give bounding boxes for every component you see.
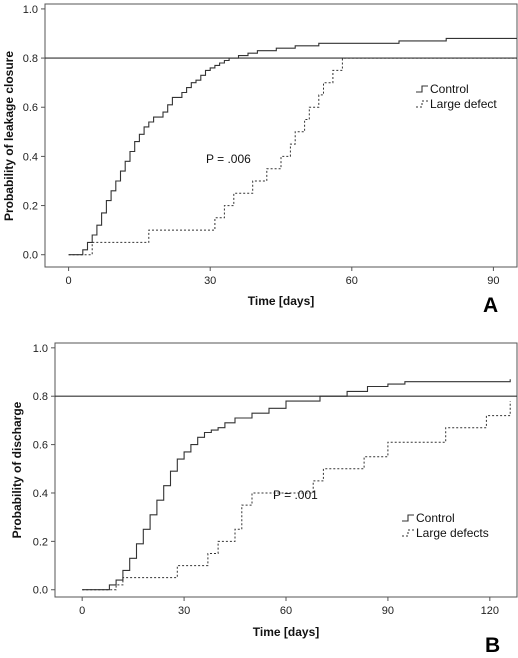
panel-a-x-tick-label: 30 — [204, 275, 216, 287]
panel-a-legend-symbol-large-defect — [416, 100, 428, 108]
panel-a-y-tick-label: 1.0 — [23, 4, 38, 16]
panel-a-legend-label-control: Control — [430, 82, 469, 96]
panel-a-series-control — [68, 37, 517, 256]
panel-a-y-tick-label: 0.0 — [23, 250, 38, 262]
panel-b-x-tick-label: 120 — [481, 605, 499, 617]
panel-b-legend-symbol-large-defects — [402, 529, 414, 537]
panel-b-x-tick-label: 60 — [280, 605, 292, 617]
panel-a-label: A — [483, 294, 498, 317]
panel-a-y-tick-label: 0.6 — [23, 102, 38, 114]
panel-b-y-tick-label: 1.0 — [33, 343, 48, 355]
panel-b-annotation: P = .001 — [273, 488, 318, 502]
panel-a-legend: Control Large defect — [416, 82, 497, 111]
panel-b-y-tick-label: 0.6 — [33, 440, 48, 452]
panel-a-x-axis: 0 30 60 90 — [66, 267, 500, 287]
panel-a-plot-frame — [44, 3, 518, 268]
panel-b-legend: Control Large defects — [402, 511, 489, 540]
panel-a-annotation: P = .006 — [206, 152, 251, 166]
panel-a-y-axis: 0.0 0.2 0.4 0.6 0.8 1.0 — [23, 4, 45, 262]
panel-a-x-axis-label: Time [days] — [248, 294, 314, 308]
panel-a-y-tick-label: 0.8 — [23, 53, 38, 65]
panel-b-y-tick-label: 0.8 — [33, 391, 48, 403]
panel-a-legend-label-large-defect: Large defect — [430, 97, 497, 111]
panel-a-y-tick-label: 0.4 — [23, 151, 38, 163]
panel-b-legend-label-large-defects: Large defects — [416, 526, 489, 540]
panel-b-legend-label-control: Control — [416, 511, 455, 525]
panel-b-label: B — [485, 634, 500, 657]
panel-b-y-axis: 0.0 0.2 0.4 0.6 0.8 1.0 — [33, 343, 55, 597]
panel-a-x-tick-label: 0 — [66, 275, 72, 287]
panel-b-y-tick-label: 0.4 — [33, 488, 48, 500]
panel-b-x-axis: 0 30 60 90 120 — [79, 597, 499, 617]
panel-b-series-large-defects — [82, 401, 511, 591]
panel-b-x-tick-label: 90 — [382, 605, 394, 617]
panel-b: 0.0 0.2 0.4 0.6 0.8 1.0 0 30 60 90 120 P = .001 C… — [10, 342, 518, 657]
panel-b-x-tick-label: 0 — [79, 605, 85, 617]
panel-a-legend-symbol-control — [416, 85, 428, 93]
panel-a-x-tick-label: 60 — [346, 275, 358, 287]
panel-b-series-control — [82, 379, 511, 591]
panel-a-y-tick-label: 0.2 — [23, 201, 38, 213]
panel-b-y-tick-label: 0.0 — [33, 585, 48, 597]
panel-a-y-axis-label: Probability of leakage closure — [2, 51, 16, 221]
panel-b-y-tick-label: 0.2 — [33, 536, 48, 548]
panel-b-legend-symbol-control — [402, 514, 414, 522]
panel-b-y-axis-label: Probability of discharge — [10, 401, 24, 538]
panel-b-x-tick-label: 30 — [178, 605, 190, 617]
panel-a: 0.0 0.2 0.4 0.6 0.8 1.0 0 30 60 90 P = .006 Cont… — [2, 3, 518, 317]
panel-b-x-axis-label: Time [days] — [253, 625, 319, 639]
panel-a-x-tick-label: 90 — [487, 275, 499, 287]
